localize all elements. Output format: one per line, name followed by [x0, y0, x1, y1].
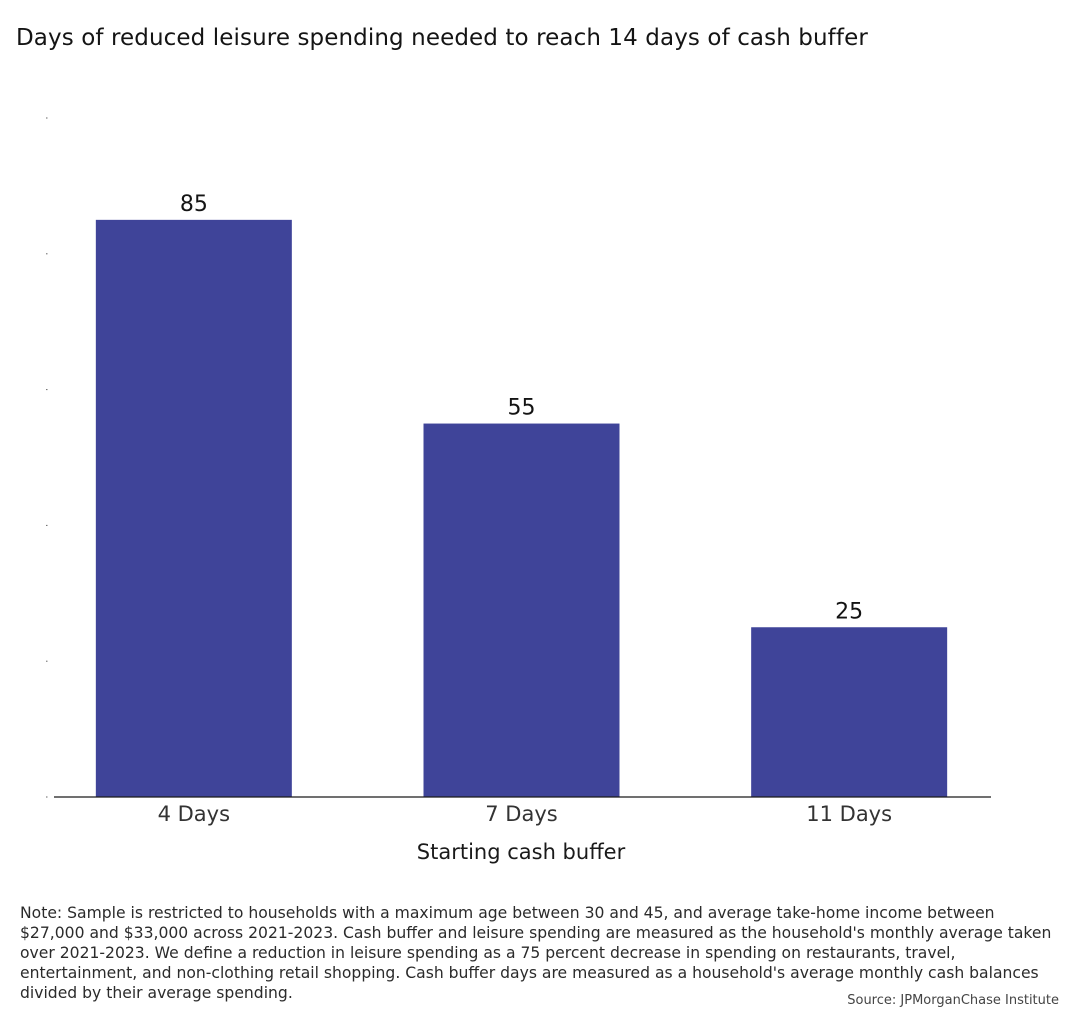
- bar-value-label: 85: [180, 192, 208, 217]
- y-axis-ticks: [46, 117, 48, 798]
- bar-value-label: 55: [508, 396, 536, 421]
- bars: [95, 219, 948, 798]
- x-tick-label: 11 Days: [806, 802, 892, 826]
- chart-source: Source: JPMorganChase Institute: [847, 993, 1059, 1008]
- bar-chart: 85 55 25 4 Days 7 Days 11 Days Starting cash…: [46, 117, 991, 864]
- x-axis-title: Starting cash buffer: [417, 840, 626, 864]
- x-tick-label: 7 Days: [485, 802, 557, 826]
- chart-note: Note: Sample is restricted to households…: [20, 904, 1052, 1002]
- x-axis-tick-labels: 4 Days 7 Days 11 Days: [158, 802, 892, 826]
- bar-value-label: 25: [835, 599, 863, 624]
- bar: [751, 627, 948, 797]
- data-labels: 85 55 25: [180, 192, 863, 624]
- bar: [95, 219, 292, 798]
- chart-title: Days of reduced leisure spending needed …: [16, 25, 868, 51]
- x-tick-label: 4 Days: [158, 802, 230, 826]
- bar: [423, 423, 620, 797]
